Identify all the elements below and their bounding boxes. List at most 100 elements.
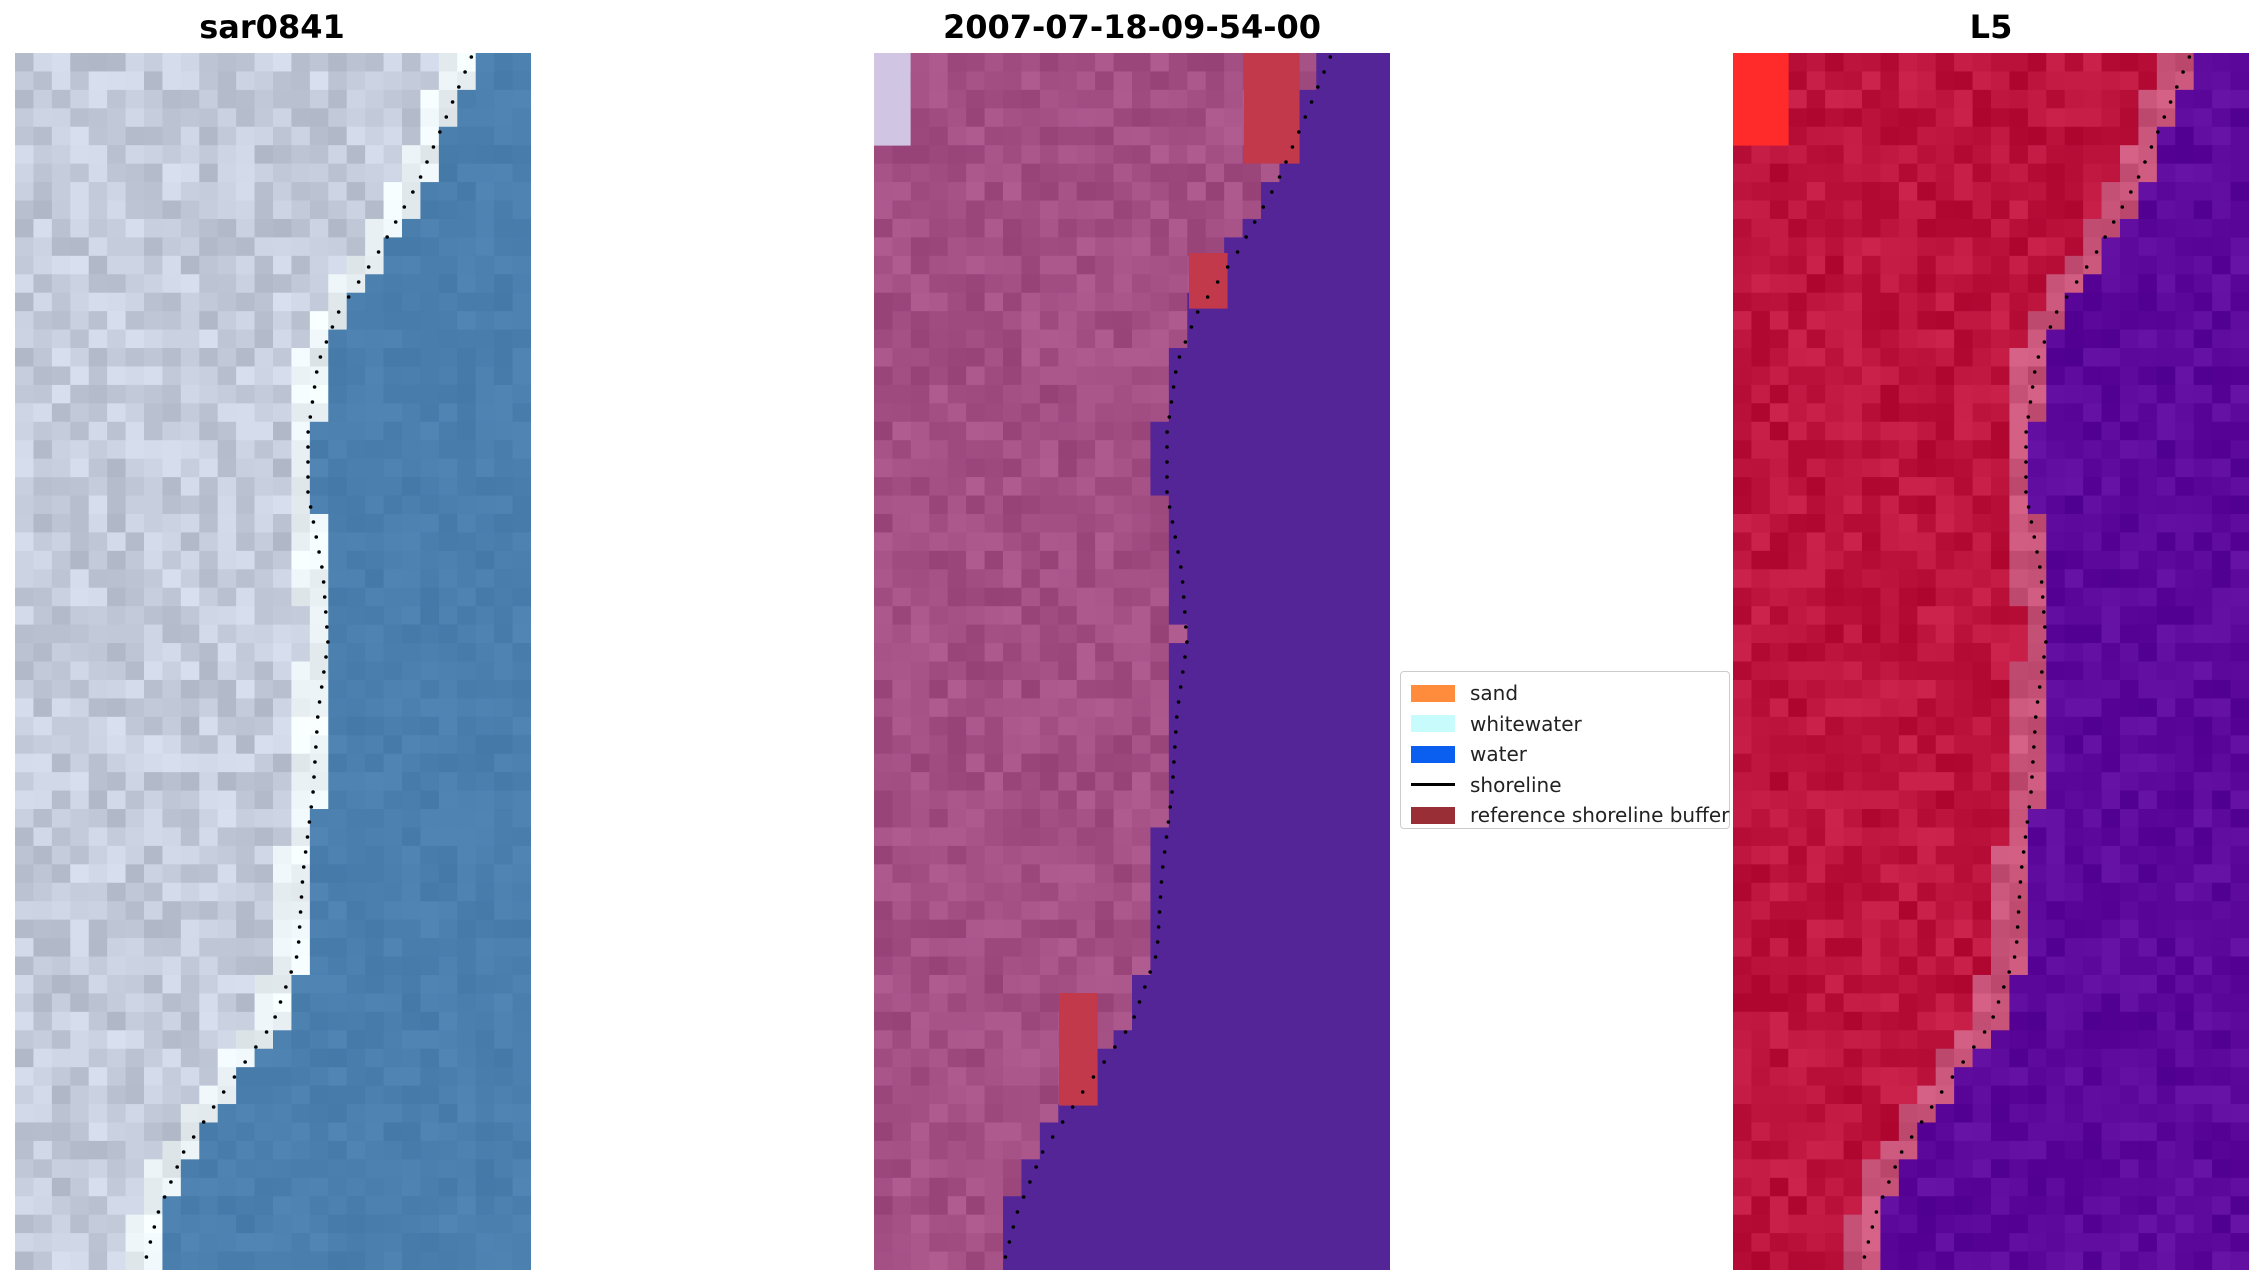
shoreline-dot [149, 1240, 153, 1244]
shoreline-dot [1124, 1030, 1128, 1034]
shoreline-dot [2029, 790, 2033, 794]
shoreline-dot [320, 565, 324, 569]
shoreline-dot [2015, 940, 2019, 944]
shoreline-dot [1158, 910, 1162, 914]
shoreline-dot [317, 550, 321, 554]
shoreline-dot [1226, 265, 1230, 269]
shoreline-dot [1171, 520, 1175, 524]
legend: sand whitewater water shoreline referenc… [1400, 671, 1730, 829]
shoreline-dot [300, 895, 304, 899]
shoreline-dot [1157, 925, 1161, 929]
shoreline-dot [1034, 1165, 1038, 1169]
shoreline-dot [145, 1255, 149, 1259]
shoreline-dot [1159, 895, 1163, 899]
shoreline-dot [1183, 610, 1187, 614]
legend-swatch-water [1411, 746, 1455, 763]
shoreline-dot [1071, 1105, 1075, 1109]
shoreline-dot [1170, 790, 1174, 794]
shoreline-dot [425, 160, 429, 164]
rgb-image-panel [15, 53, 531, 1270]
shoreline-dot [1291, 145, 1295, 149]
shoreline-dot [2162, 115, 2166, 119]
shoreline-dot [1154, 955, 1158, 959]
shoreline-dot [411, 190, 415, 194]
shoreline-dot [1092, 1075, 1096, 1079]
shoreline-dot [1168, 805, 1172, 809]
legend-item-reference-buffer: reference shoreline buffer [1411, 800, 1719, 831]
rgb-image [15, 53, 531, 1270]
legend-label-sand: sand [1470, 681, 1518, 705]
shoreline-dot [2034, 715, 2038, 719]
shoreline-dot [1236, 250, 1240, 254]
shoreline-dot [279, 1000, 283, 1004]
shoreline-dot [1179, 565, 1183, 569]
shoreline-dot [1102, 1060, 1106, 1064]
shoreline-dot [2033, 370, 2037, 374]
shoreline-dot [313, 385, 317, 389]
shoreline-dot [157, 1210, 161, 1214]
false-color-image [1733, 53, 2249, 1270]
shoreline-dot [470, 55, 474, 59]
shoreline-dot [1016, 1210, 1020, 1214]
shoreline-dot [243, 1060, 247, 1064]
shoreline-dot [1165, 490, 1169, 494]
shoreline-dot [1961, 1060, 1965, 1064]
shoreline-dot [1930, 1105, 1934, 1109]
shoreline-dot [1061, 1120, 1065, 1124]
shoreline-dot [175, 1165, 179, 1169]
shoreline-dot [299, 910, 303, 914]
shoreline-dot [1173, 745, 1177, 749]
shoreline-dot [2042, 610, 2046, 614]
shoreline-dot [2049, 325, 2053, 329]
shoreline-dot [1322, 70, 1326, 74]
shoreline-dot [457, 85, 461, 89]
shoreline-dot [326, 640, 330, 644]
shoreline-dot [451, 100, 455, 104]
shoreline-dot [301, 880, 305, 884]
shoreline-dot [1174, 370, 1178, 374]
shoreline-dot [222, 1090, 226, 1094]
shoreline-dot [1216, 280, 1220, 284]
shoreline-dot [297, 940, 301, 944]
shoreline-dot [2024, 475, 2028, 479]
shoreline-dot [1184, 625, 1188, 629]
shoreline-dot [304, 850, 308, 854]
shoreline-dot [2036, 700, 2040, 704]
shoreline-dot [313, 760, 317, 764]
shoreline-dot [323, 595, 327, 599]
shoreline-dot [2013, 955, 2017, 959]
shoreline-dot [2026, 820, 2030, 824]
legend-swatch-whitewater [1411, 715, 1455, 732]
shoreline-dot [1138, 1000, 1142, 1004]
shoreline-dot [1278, 175, 1282, 179]
legend-label-reference-buffer: reference shoreline buffer [1470, 803, 1729, 827]
shoreline-dot [306, 460, 310, 464]
legend-item-sand: sand [1411, 678, 1719, 709]
shoreline-dot [1206, 295, 1210, 299]
shoreline-dot [1163, 850, 1167, 854]
shoreline-dot [1172, 385, 1176, 389]
legend-swatch-sand [1411, 685, 1455, 702]
shoreline-dot [2031, 760, 2035, 764]
shoreline-dot [308, 415, 312, 419]
shoreline-dot [2188, 55, 2192, 59]
shoreline-dot [2024, 490, 2028, 494]
shoreline-dot [2033, 730, 2037, 734]
shoreline-dot [2143, 160, 2147, 164]
shoreline-dot [1297, 130, 1301, 134]
shoreline-dot [306, 445, 310, 449]
shoreline-dot [2075, 280, 2079, 284]
shoreline-dot [385, 235, 389, 239]
shoreline-dot [357, 280, 361, 284]
shoreline-dot [1184, 340, 1188, 344]
shoreline-dot [1875, 1210, 1879, 1214]
legend-label-whitewater: whitewater [1470, 712, 1582, 736]
shoreline-dot [302, 865, 306, 869]
shoreline-dot [1183, 655, 1187, 659]
shoreline-dot [432, 145, 436, 149]
shoreline-dot [1181, 670, 1185, 674]
shoreline-dot [318, 700, 322, 704]
shoreline-dot [325, 625, 329, 629]
shoreline-dot [2027, 505, 2031, 509]
shoreline-dot [1179, 685, 1183, 689]
